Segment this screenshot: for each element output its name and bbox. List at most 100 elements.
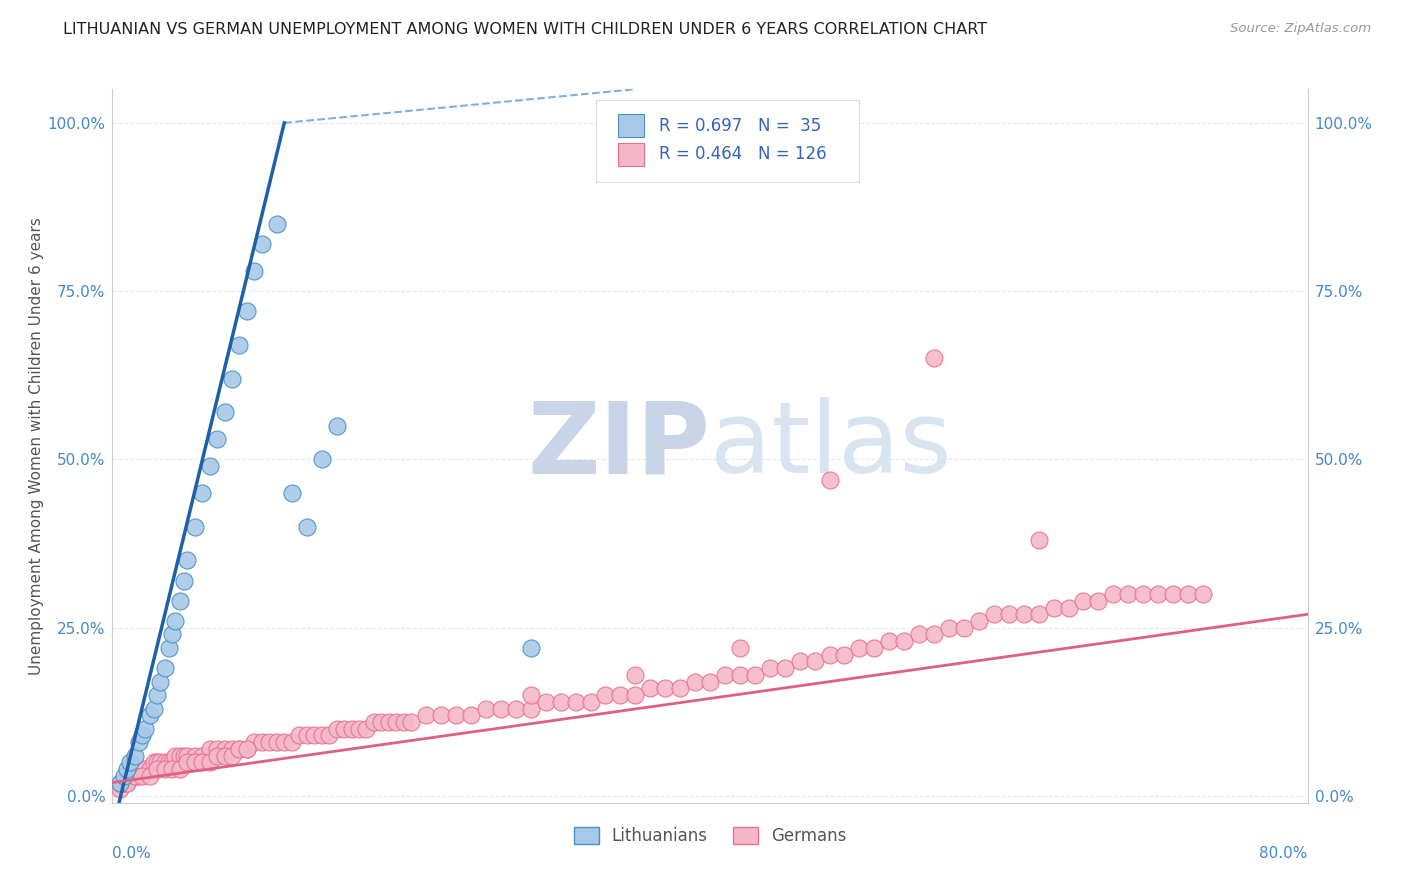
Point	[520, 640, 543, 655]
Point	[134, 722, 156, 736]
Point	[1028, 533, 1050, 548]
Point	[295, 729, 318, 743]
Point	[198, 742, 221, 756]
Point	[139, 769, 162, 783]
Point	[214, 405, 236, 419]
Point	[250, 735, 273, 749]
Point	[789, 655, 811, 669]
Point	[908, 627, 931, 641]
Point	[259, 735, 281, 749]
Point	[266, 217, 288, 231]
Point	[153, 661, 176, 675]
Point	[863, 640, 886, 655]
Point	[124, 769, 146, 783]
Point	[311, 729, 333, 743]
Point	[236, 742, 259, 756]
Point	[401, 714, 423, 729]
Point	[176, 748, 198, 763]
Point	[295, 520, 318, 534]
Point	[236, 304, 259, 318]
Point	[683, 674, 706, 689]
Point	[318, 729, 340, 743]
Point	[640, 681, 662, 696]
Text: LITHUANIAN VS GERMAN UNEMPLOYMENT AMONG WOMEN WITH CHILDREN UNDER 6 YEARS CORREL: LITHUANIAN VS GERMAN UNEMPLOYMENT AMONG …	[63, 22, 987, 37]
Point	[1028, 607, 1050, 622]
Point	[879, 634, 901, 648]
Point	[146, 756, 169, 770]
Text: 0.0%: 0.0%	[112, 846, 152, 861]
Point	[162, 756, 183, 770]
Point	[157, 640, 180, 655]
Text: R = 0.697   N =  35: R = 0.697 N = 35	[658, 117, 821, 135]
Point	[579, 695, 602, 709]
Point	[998, 607, 1021, 622]
Point	[169, 762, 191, 776]
Point	[1012, 607, 1035, 622]
Point	[149, 756, 172, 770]
Point	[221, 372, 243, 386]
Point	[183, 756, 205, 770]
Point	[243, 264, 266, 278]
Point	[744, 668, 766, 682]
Point	[505, 701, 527, 715]
Point	[624, 688, 647, 702]
Point	[128, 769, 150, 783]
Point	[205, 748, 228, 763]
Point	[803, 655, 825, 669]
Point	[191, 756, 214, 770]
Point	[654, 681, 676, 696]
Point	[938, 621, 960, 635]
Point	[198, 756, 221, 770]
Point	[205, 432, 228, 446]
Point	[117, 775, 139, 789]
Point	[243, 735, 266, 749]
Point	[340, 722, 363, 736]
Point	[221, 742, 243, 756]
Point	[108, 775, 131, 789]
Point	[818, 473, 841, 487]
Point	[834, 648, 856, 662]
Point	[214, 748, 236, 763]
Text: 80.0%: 80.0%	[1260, 846, 1308, 861]
Point	[273, 735, 295, 749]
Point	[699, 674, 721, 689]
Point	[236, 742, 259, 756]
Point	[228, 742, 250, 756]
Point	[288, 729, 311, 743]
Point	[1161, 587, 1184, 601]
Point	[893, 634, 915, 648]
Point	[520, 688, 543, 702]
Point	[198, 459, 221, 474]
Point	[191, 748, 214, 763]
Point	[430, 708, 453, 723]
Point	[475, 701, 498, 715]
Point	[131, 769, 153, 783]
Point	[953, 621, 976, 635]
Point	[728, 668, 751, 682]
Point	[1042, 600, 1064, 615]
Point	[489, 701, 512, 715]
Point	[444, 708, 467, 723]
Point	[205, 742, 228, 756]
Point	[967, 614, 990, 628]
Point	[143, 756, 166, 770]
Point	[146, 688, 169, 702]
Point	[250, 237, 273, 252]
Point	[520, 701, 543, 715]
Point	[1087, 594, 1109, 608]
Point	[221, 748, 243, 763]
Point	[128, 735, 150, 749]
Point	[302, 729, 325, 743]
Point	[134, 762, 156, 776]
Point	[281, 735, 304, 749]
Text: ZIP: ZIP	[527, 398, 710, 494]
Point	[153, 762, 176, 776]
Point	[325, 722, 347, 736]
Point	[922, 627, 945, 641]
Point	[534, 695, 557, 709]
Point	[1073, 594, 1095, 608]
Text: atlas: atlas	[710, 398, 952, 494]
Point	[114, 775, 135, 789]
Point	[848, 640, 870, 655]
Point	[415, 708, 437, 723]
